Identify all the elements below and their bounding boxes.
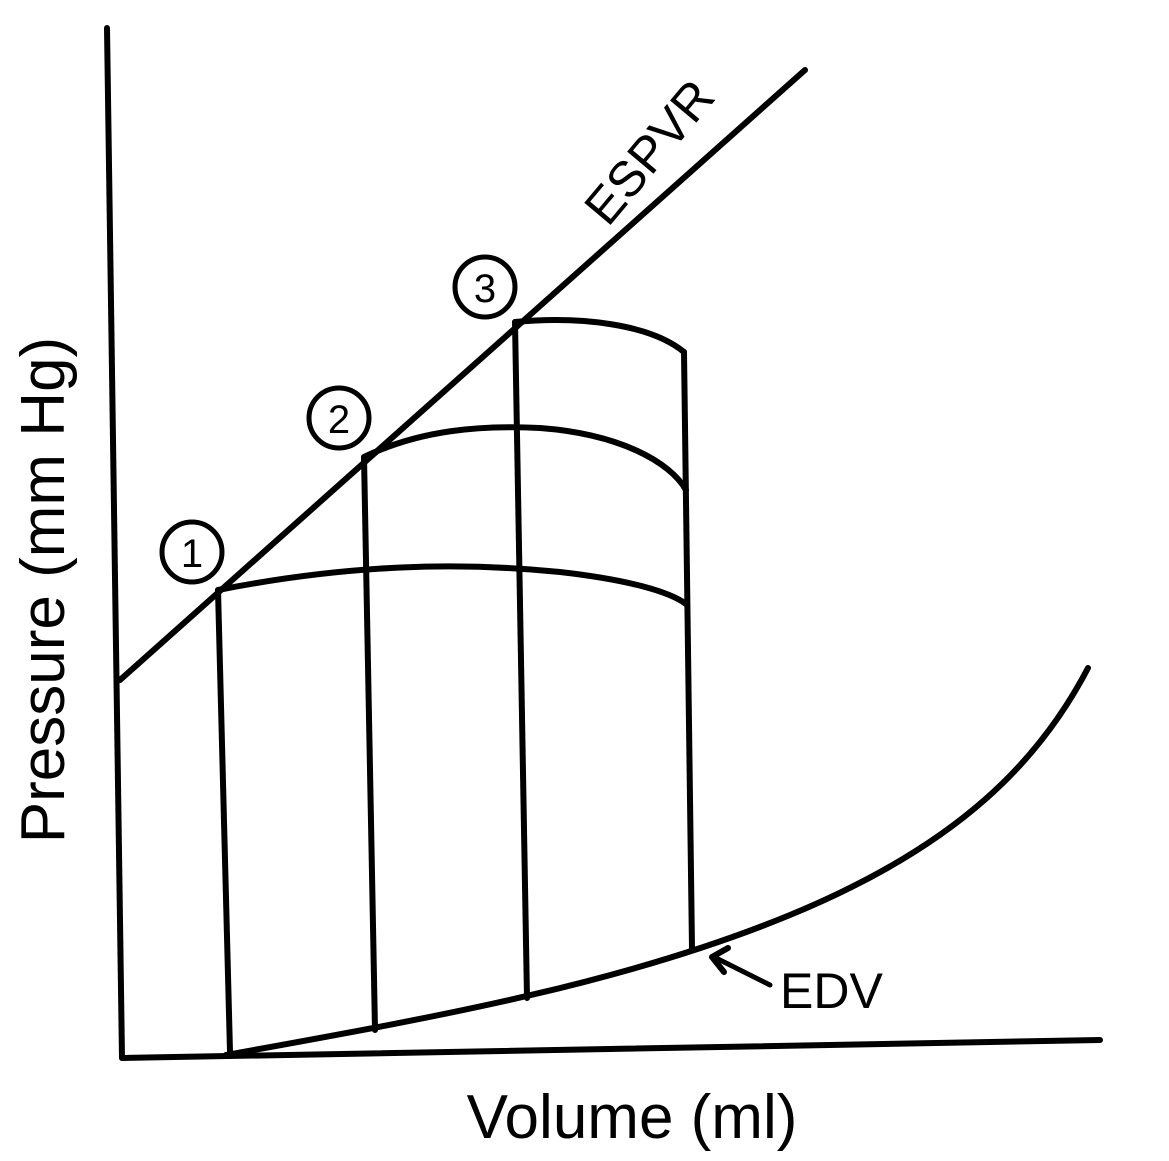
loop-2-top-curve: [361, 424, 689, 493]
marker-3-ring: [452, 254, 518, 320]
y-axis-title: Pressure (mm Hg): [9, 337, 78, 843]
marker-2-ring: [306, 385, 372, 451]
marker-2: 2: [306, 385, 372, 451]
marker-1: 1: [159, 519, 225, 585]
marker-1-ring: [159, 519, 225, 585]
loop-2-ejection-wall: [361, 454, 378, 1033]
x-axis: [119, 1037, 1103, 1061]
loop-1-top-curve: [215, 563, 689, 607]
loop-3-top-curve: [512, 317, 687, 355]
marker-3-number: 3: [474, 267, 496, 311]
marker-2-number: 2: [328, 398, 350, 442]
y-axis: [104, 25, 125, 1061]
marker-3: 3: [452, 254, 518, 320]
edv-label: EDV: [780, 963, 883, 1019]
x-axis-title: Volume (ml): [467, 1083, 798, 1152]
edv-curve: [223, 665, 1091, 1058]
loop-1-ejection-wall: [215, 587, 233, 1055]
espvr-line: [117, 67, 808, 683]
filling-wall: [681, 349, 695, 951]
marker-1-number: 1: [181, 532, 203, 576]
edv-arrow-head: [709, 945, 731, 975]
loop-3-ejection-wall: [512, 319, 530, 1001]
edv-arrow-shaft: [713, 955, 773, 988]
